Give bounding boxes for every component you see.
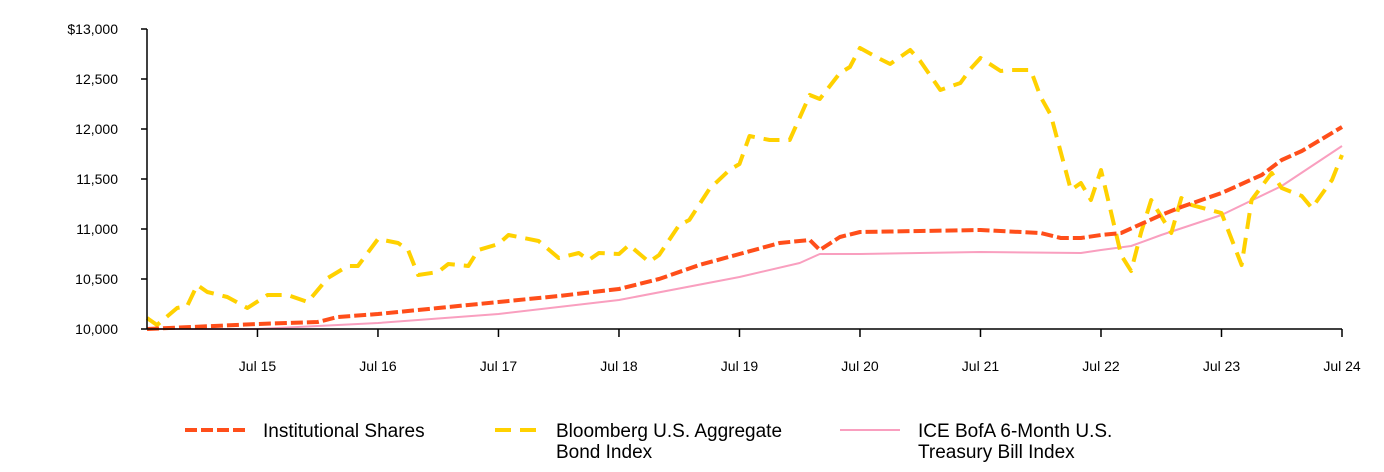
x-tick-label: Jul 17 xyxy=(480,358,518,374)
legend-item-treasury-index: ICE BofA 6-Month U.S. Treasury Bill Inde… xyxy=(840,421,1112,463)
y-tick-label: 10,500 xyxy=(75,271,118,287)
y-tick-label: 10,000 xyxy=(75,321,118,337)
series-lines xyxy=(145,46,1344,331)
legend-label-bond-line2: Bond Index xyxy=(556,442,653,463)
series-line-institutional-shares xyxy=(146,125,1344,331)
legend-label-treasury-line2: Treasury Bill Index xyxy=(918,442,1075,463)
y-tick-label: 12,000 xyxy=(75,121,118,137)
x-tick-label: Jul 20 xyxy=(841,358,879,374)
series-line-bond-index xyxy=(145,46,1344,327)
y-ticks: 10,000 10,500 11,000 11,500 12,000 12,500 $13,… xyxy=(67,21,147,337)
x-ticks: Jul 15 Jul 16 Jul 17 Jul 18 Jul 19 Jul 20 Jul … xyxy=(239,329,1361,374)
x-tick-label: Jul 21 xyxy=(962,358,1000,374)
legend-item-institutional-shares: Institutional Shares xyxy=(185,421,425,442)
x-tick-label: Jul 22 xyxy=(1082,358,1120,374)
x-tick-label: Jul 16 xyxy=(359,358,397,374)
legend-label-treasury-line1: ICE BofA 6-Month U.S. xyxy=(918,421,1112,442)
axes xyxy=(146,29,1342,330)
legend-item-bond-index: Bloomberg U.S. Aggregate Bond Index xyxy=(495,421,782,463)
y-tick-label: 11,500 xyxy=(76,171,118,187)
y-tick-label: 11,000 xyxy=(76,221,118,237)
legend: Institutional Shares Bloomberg U.S. Aggr… xyxy=(185,421,1112,463)
x-tick-label: Jul 18 xyxy=(600,358,638,374)
legend-label-bond-line1: Bloomberg U.S. Aggregate xyxy=(556,421,782,442)
x-tick-label: Jul 15 xyxy=(239,358,277,374)
x-tick-label: Jul 23 xyxy=(1203,358,1241,374)
y-tick-label: $13,000 xyxy=(67,21,118,37)
y-tick-label: 12,500 xyxy=(75,71,118,87)
x-tick-label: Jul 19 xyxy=(721,358,759,374)
series-line-treasury-index xyxy=(147,145,1343,330)
x-tick-label: Jul 24 xyxy=(1323,358,1361,374)
legend-label-institutional: Institutional Shares xyxy=(263,421,425,442)
